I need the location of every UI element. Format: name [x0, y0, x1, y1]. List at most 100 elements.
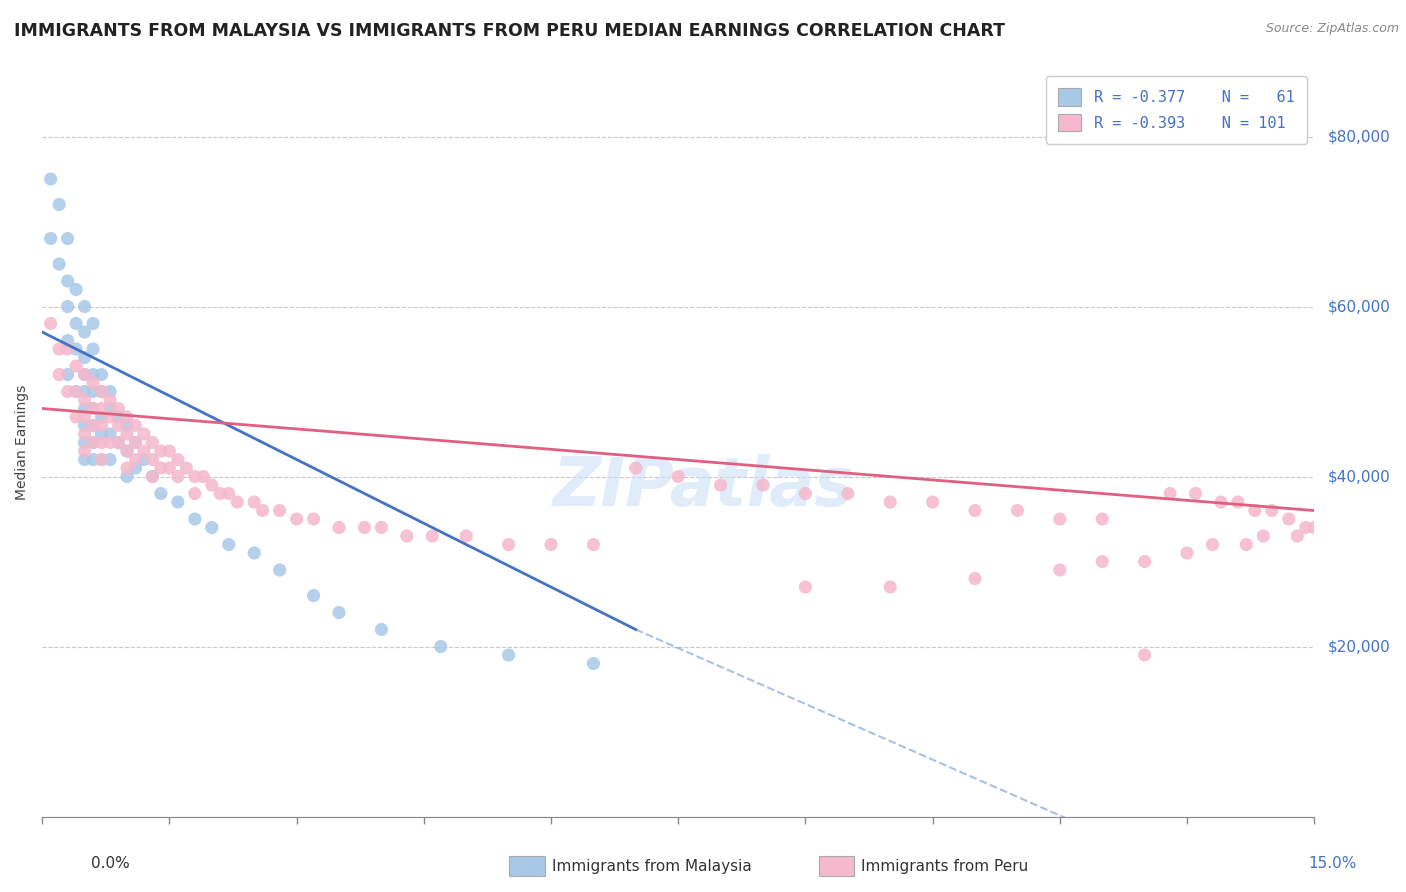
Point [82, 452, 104, 467]
Point [124, 452, 146, 467]
Point [157, 444, 180, 458]
Point [107, 418, 129, 433]
Point [1303, 520, 1326, 534]
Point [56, 231, 79, 245]
Point [879, 580, 901, 594]
Point [48, 342, 70, 356]
Point [132, 452, 155, 467]
Point [73, 325, 96, 339]
Point [98, 384, 121, 399]
Point [1091, 512, 1114, 526]
Point [167, 495, 190, 509]
Text: Source: ZipAtlas.com: Source: ZipAtlas.com [1265, 22, 1399, 36]
Text: $40,000: $40,000 [1329, 469, 1391, 484]
Point [269, 563, 291, 577]
Point [65, 359, 87, 373]
Point [115, 444, 138, 458]
Point [90, 452, 112, 467]
Point [65, 384, 87, 399]
Point [1234, 537, 1257, 551]
Point [794, 486, 817, 500]
Text: $20,000: $20,000 [1329, 639, 1391, 654]
Text: 15.0%: 15.0% [1309, 856, 1357, 871]
Point [115, 418, 138, 433]
Point [124, 461, 146, 475]
Point [624, 461, 647, 475]
Point [124, 435, 146, 450]
Point [1226, 495, 1249, 509]
Point [1201, 537, 1223, 551]
Point [921, 495, 943, 509]
Point [243, 495, 266, 509]
Point [48, 368, 70, 382]
Point [132, 427, 155, 442]
Point [370, 520, 392, 534]
Point [73, 427, 96, 442]
Point [285, 512, 308, 526]
Point [82, 418, 104, 433]
Point [56, 342, 79, 356]
Point [456, 529, 478, 543]
Text: $80,000: $80,000 [1329, 129, 1391, 144]
Point [141, 469, 163, 483]
Point [73, 410, 96, 425]
Legend: R = -0.377    N =   61, R = -0.393    N = 101: R = -0.377 N = 61, R = -0.393 N = 101 [1046, 76, 1306, 144]
Point [82, 384, 104, 399]
Point [209, 486, 232, 500]
Point [269, 503, 291, 517]
Point [82, 317, 104, 331]
Point [252, 503, 274, 517]
Point [963, 572, 986, 586]
Point [65, 283, 87, 297]
Point [56, 274, 79, 288]
Point [73, 401, 96, 416]
Point [243, 546, 266, 560]
Point [39, 317, 62, 331]
Point [201, 520, 224, 534]
Point [39, 172, 62, 186]
Point [98, 392, 121, 407]
Point [963, 503, 986, 517]
Point [39, 231, 62, 245]
Text: $60,000: $60,000 [1329, 299, 1391, 314]
Point [132, 444, 155, 458]
Point [429, 640, 451, 654]
Point [124, 418, 146, 433]
Point [73, 384, 96, 399]
Point [141, 452, 163, 467]
Point [90, 452, 112, 467]
Point [353, 520, 375, 534]
Point [124, 435, 146, 450]
Point [498, 537, 520, 551]
Point [1133, 555, 1156, 569]
Point [157, 461, 180, 475]
Point [56, 334, 79, 348]
Point [141, 469, 163, 483]
Point [48, 197, 70, 211]
Point [82, 368, 104, 382]
Point [837, 486, 859, 500]
Point [328, 520, 350, 534]
Point [1278, 512, 1301, 526]
Point [82, 435, 104, 450]
Point [176, 461, 198, 475]
Point [65, 317, 87, 331]
Point [752, 478, 775, 492]
Point [218, 537, 240, 551]
Point [420, 529, 443, 543]
Text: ZIPatlas: ZIPatlas [553, 454, 855, 520]
Point [90, 384, 112, 399]
Point [90, 401, 112, 416]
Point [302, 589, 325, 603]
Point [56, 368, 79, 382]
Point [65, 410, 87, 425]
Point [879, 495, 901, 509]
Point [73, 444, 96, 458]
Point [1244, 503, 1267, 517]
Point [107, 435, 129, 450]
Point [498, 648, 520, 662]
Point [540, 537, 562, 551]
Point [90, 418, 112, 433]
Point [82, 342, 104, 356]
Point [73, 435, 96, 450]
